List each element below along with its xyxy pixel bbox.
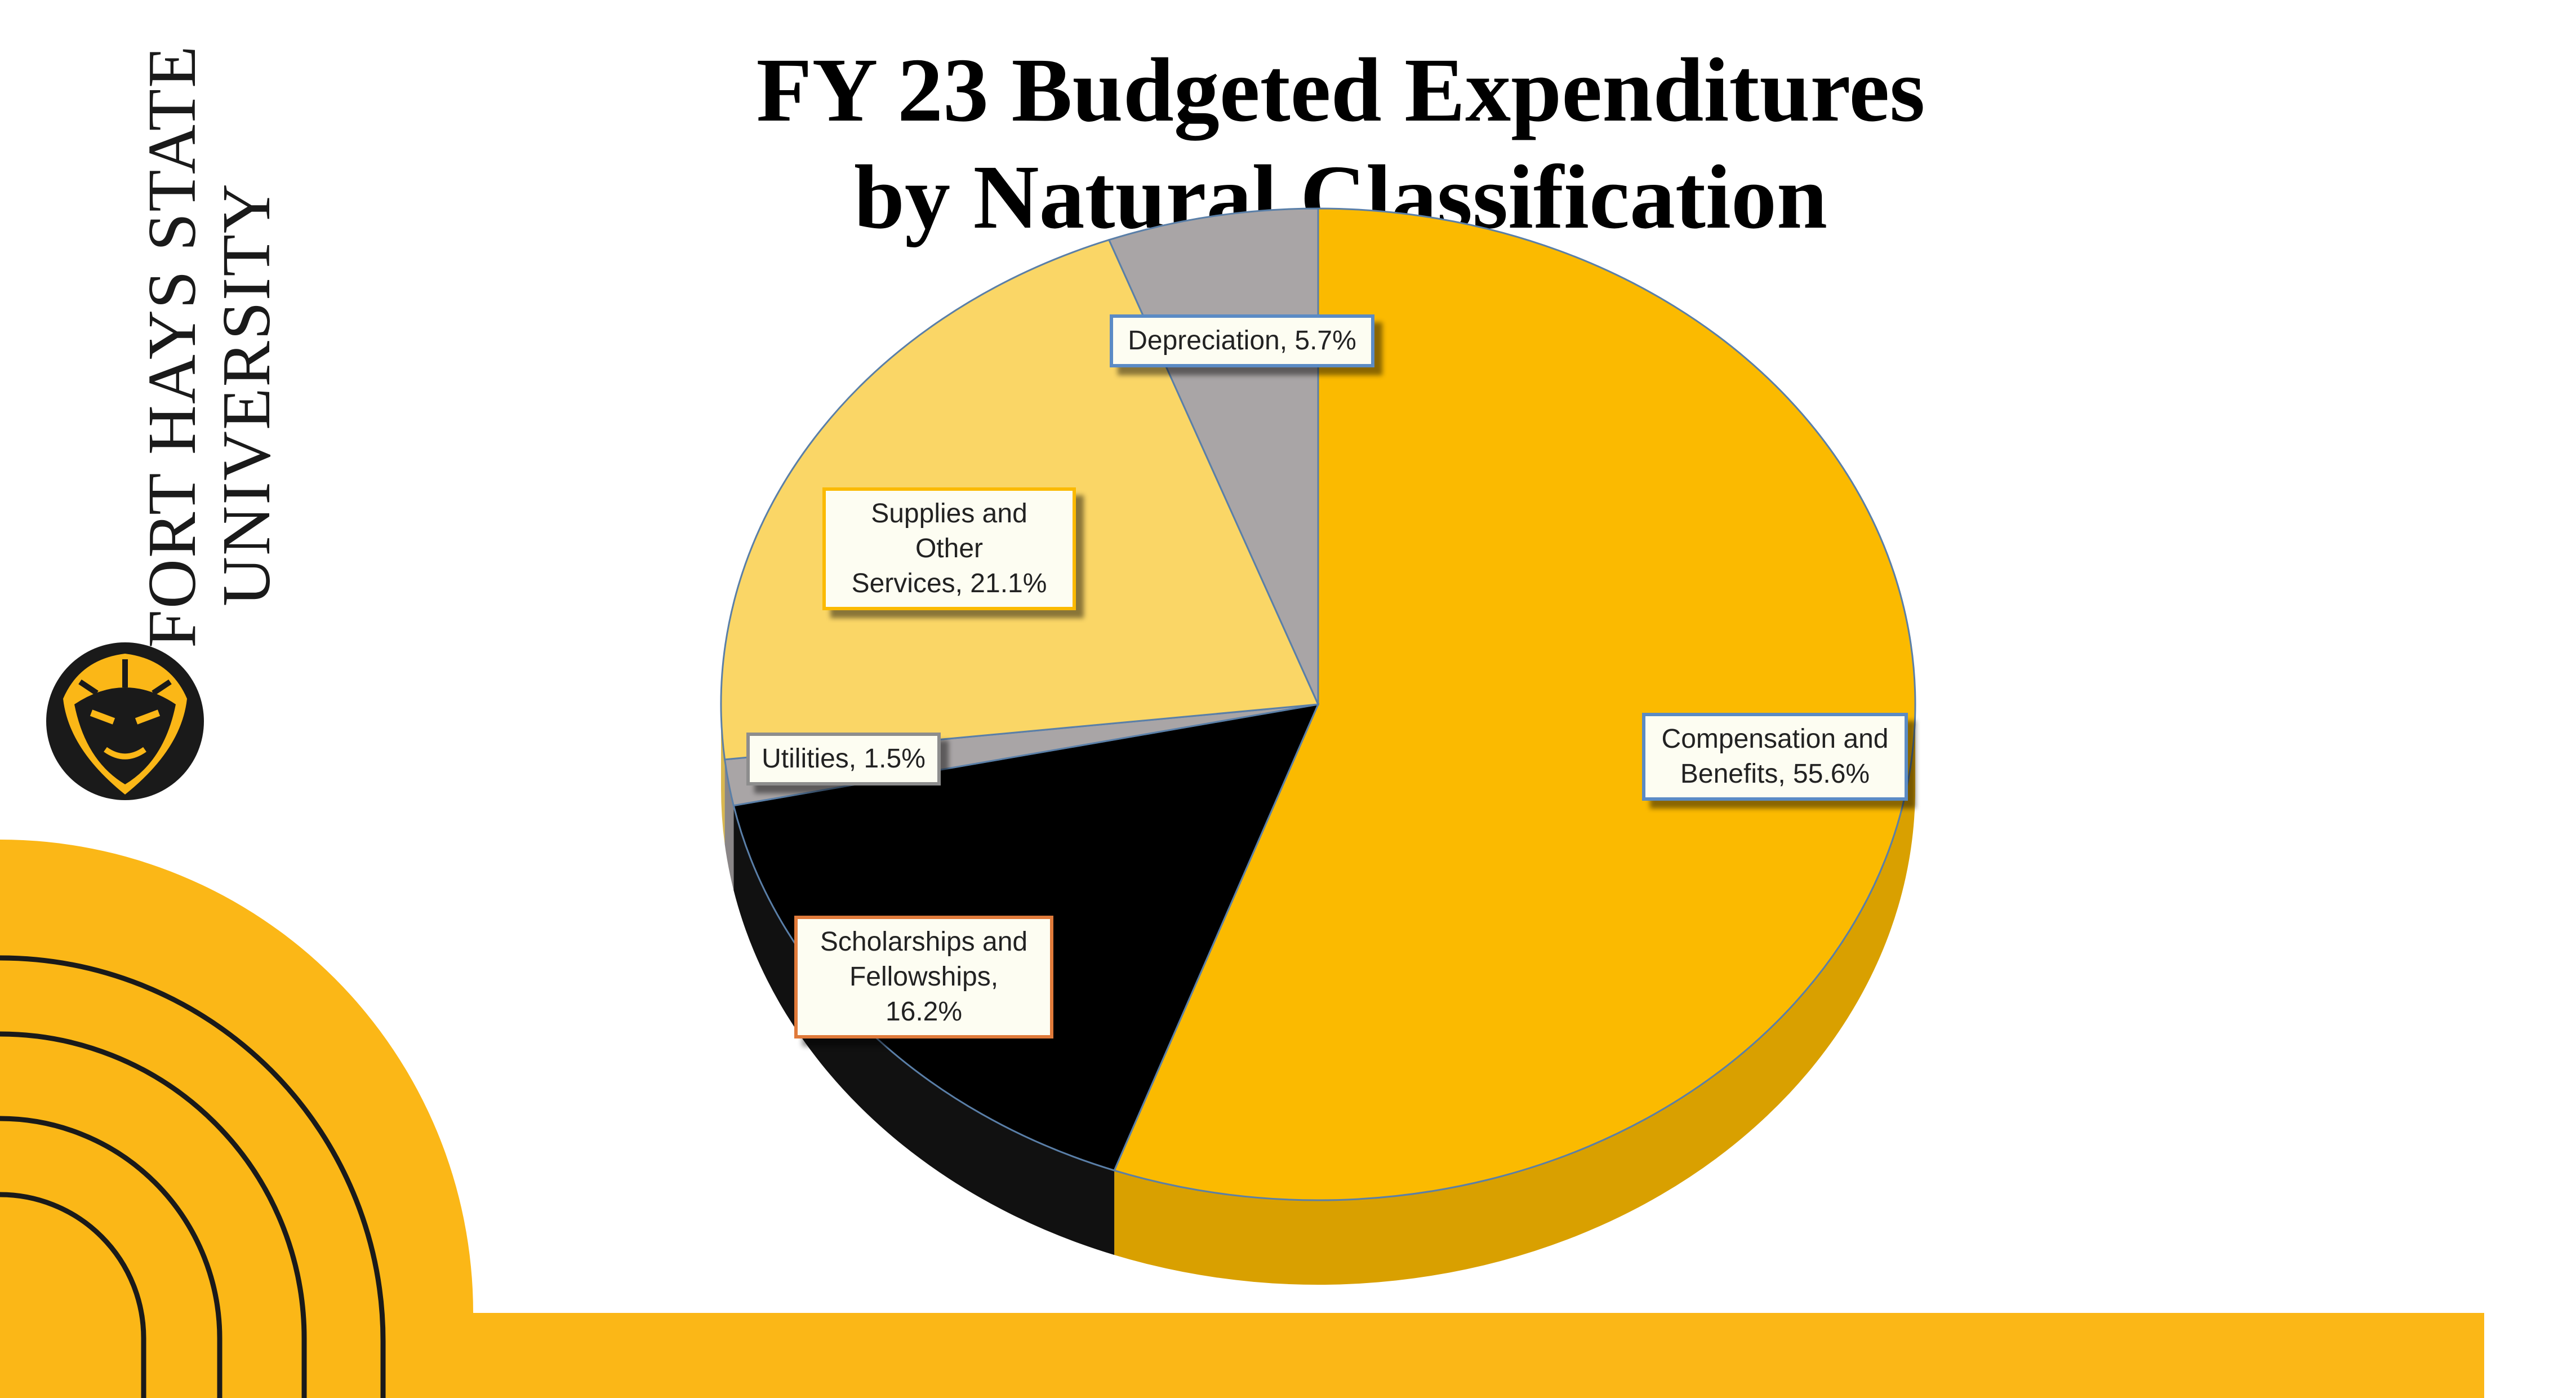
slice-label-scholarships: Scholarships and Fellowships, 16.2% [794, 916, 1053, 1038]
pie-side-compensation [1114, 704, 1915, 1285]
slice-label-supplies-line-2: Services, 21.1% [851, 569, 1047, 598]
tiger-head-icon [46, 642, 204, 800]
slice-label-utilities-line-1: Utilities, 1.5% [762, 744, 926, 774]
corner-arcs-decoration [0, 840, 473, 1398]
slice-label-scholarships-line-1: Scholarships and [820, 927, 1028, 957]
slice-label-scholarships-line-2: Fellowships, 16.2% [849, 962, 999, 1027]
slice-label-depreciation-line-1: Depreciation, 5.7% [1128, 326, 1356, 356]
slice-label-compensation: Compensation and Benefits, 55.6% [1642, 713, 1908, 801]
pie-side-wall [721, 704, 1915, 1285]
pie-side-scholarships [733, 805, 1115, 1255]
slice-label-utilities: Utilities, 1.5% [746, 733, 941, 785]
slice-label-compensation-line-1: Compensation and [1661, 724, 1889, 754]
slide-title-line-1: FY 23 Budgeted Expenditures [756, 40, 1925, 141]
slice-label-supplies-line-1: Supplies and Other [871, 499, 1027, 563]
bottom-band-decoration [473, 1313, 2484, 1398]
slice-label-supplies: Supplies and Other Services, 21.1% [822, 487, 1076, 610]
slice-label-compensation-line-2: Benefits, 55.6% [1680, 759, 1870, 789]
pie-side-utilities [724, 759, 734, 890]
slice-label-depreciation: Depreciation, 5.7% [1110, 314, 1374, 367]
